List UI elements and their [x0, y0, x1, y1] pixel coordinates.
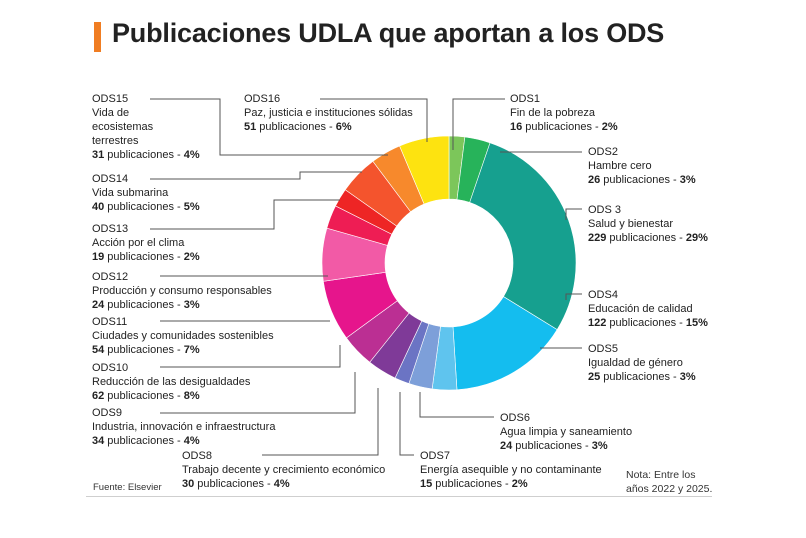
label-value: 25 publicaciones - 3% — [588, 371, 696, 383]
slice-ods16 — [399, 135, 450, 205]
leader-line-ods9 — [160, 372, 356, 414]
leader-line-ods10 — [160, 345, 341, 368]
leader-line-ods13 — [150, 199, 340, 230]
label-name: terrestres — [92, 135, 139, 147]
label-ods12: ODS12 Producción y consumo responsables 24… — [92, 270, 272, 312]
label-ods14: ODS14 Vida submarina 40 publicaciones - 5% — [92, 172, 200, 214]
label-ods3: ODS 3 Salud y bienestar 229 publicaciones … — [588, 203, 708, 245]
label-code: ODS6 — [500, 412, 530, 424]
label-value: 24 publicaciones - 3% — [92, 299, 200, 311]
leader-line-ods6 — [419, 392, 494, 418]
label-name: Agua limpia y saneamiento — [500, 426, 633, 438]
label-ods9: ODS9 Industria, innovación e infraestruct… — [92, 406, 275, 448]
label-name: Trabajo decente y crecimiento económico — [182, 464, 386, 476]
label-value: 34 publicaciones - 4% — [92, 435, 200, 447]
label-code: ODS 3 — [588, 204, 622, 216]
label-ods1: ODS1 Fin de la pobreza 16 publicaciones - … — [510, 92, 618, 134]
label-name: Hambre cero — [588, 160, 652, 172]
label-code: ODS1 — [510, 93, 540, 105]
label-name: Fin de la pobreza — [510, 107, 595, 119]
label-code: ODS16 — [244, 93, 281, 105]
leader-line-ods8 — [262, 388, 379, 456]
label-name: ecosistemas — [92, 121, 154, 133]
label-code: ODS12 — [92, 271, 129, 283]
label-value: 229 publicaciones - 29% — [588, 232, 708, 244]
leader-line-ods16 — [320, 98, 428, 142]
footer-divider — [86, 496, 712, 497]
label-code: ODS9 — [92, 407, 122, 419]
label-code: ODS10 — [92, 362, 129, 374]
label-value: 40 publicaciones - 5% — [92, 201, 200, 213]
note-text: Nota: Entre los años 2022 y 2025. — [626, 468, 712, 496]
leader-line-ods7 — [399, 392, 414, 456]
label-ods5: ODS5 Igualdad de género 25 publicaciones -… — [588, 342, 696, 384]
label-ods15: ODS15 Vida de ecosistemas terrestres 31 publ… — [92, 92, 200, 162]
label-code: ODS13 — [92, 223, 129, 235]
leader-line-ods15 — [150, 98, 388, 156]
label-value: 54 publicaciones - 7% — [92, 344, 200, 356]
label-ods7: ODS7 Energía asequible y no contaminante 1… — [420, 449, 602, 491]
label-code: ODS7 — [420, 450, 450, 462]
label-ods8: ODS8 Trabajo decente y crecimiento económ… — [182, 449, 385, 491]
page-title: Publicaciones UDLA que aportan a los ODS — [112, 18, 665, 48]
label-name: Vida submarina — [92, 187, 169, 199]
label-ods16: ODS16 Paz, justicia e instituciones sólid… — [244, 92, 413, 134]
leader-line-ods1 — [452, 98, 505, 150]
label-code: ODS8 — [182, 450, 212, 462]
leader-line-ods3 — [565, 208, 582, 220]
label-value: 122 publicaciones - 15% — [588, 317, 708, 329]
title-accent-bar — [94, 22, 101, 52]
label-value: 31 publicaciones - 4% — [92, 149, 200, 161]
label-code: ODS5 — [588, 343, 618, 355]
label-name: Producción y consumo responsables — [92, 285, 272, 297]
label-ods4: ODS4 Educación de calidad 122 publicacione… — [588, 288, 708, 330]
label-name: Acción por el clima — [92, 237, 185, 249]
label-code: ODS14 — [92, 173, 129, 185]
label-value: 24 publicaciones - 3% — [500, 440, 608, 452]
label-code: ODS11 — [92, 316, 128, 328]
label-value: 62 publicaciones - 8% — [92, 390, 200, 402]
label-name: Vida de — [92, 107, 130, 119]
label-name: Salud y bienestar — [588, 218, 673, 230]
label-value: 26 publicaciones - 3% — [588, 174, 696, 186]
leader-line-ods14 — [150, 171, 362, 180]
label-code: ODS2 — [588, 146, 618, 158]
label-name: Paz, justicia e instituciones sólidas — [244, 107, 413, 119]
label-code: ODS15 — [92, 93, 129, 105]
source-text: Fuente: Elsevier — [93, 482, 162, 493]
label-value: 19 publicaciones - 2% — [92, 251, 200, 263]
label-value: 15 publicaciones - 2% — [420, 478, 528, 490]
label-ods10: ODS10 Reducción de las desigualdades 62 pu… — [92, 361, 250, 403]
label-name: Reducción de las desigualdades — [92, 376, 251, 388]
label-value: 30 publicaciones - 4% — [182, 478, 290, 490]
label-name: Ciudades y comunidades sostenibles — [92, 330, 274, 342]
label-ods6: ODS6 Agua limpia y saneamiento 24 publicac… — [500, 411, 632, 453]
slice-ods3 — [469, 142, 577, 331]
note-line-2: años 2022 y 2025. — [626, 483, 713, 495]
label-value: 51 publicaciones - 6% — [244, 121, 352, 133]
note-line-1: Nota: Entre los — [626, 469, 696, 481]
label-ods13: ODS13 Acción por el clima 19 publicaciones… — [92, 222, 200, 264]
label-ods2: ODS2 Hambre cero 26 publicaciones - 3% — [588, 145, 696, 187]
label-name: Igualdad de género — [588, 357, 683, 369]
leader-line-ods4 — [565, 293, 582, 300]
label-value: 16 publicaciones - 2% — [510, 121, 618, 133]
label-code: ODS4 — [588, 289, 618, 301]
label-name: Educación de calidad — [588, 303, 693, 315]
label-name: Energía asequible y no contaminante — [420, 464, 602, 476]
label-name: Industria, innovación e infraestructura — [92, 421, 276, 433]
label-ods11: ODS11 Ciudades y comunidades sostenibles 5… — [92, 315, 274, 357]
